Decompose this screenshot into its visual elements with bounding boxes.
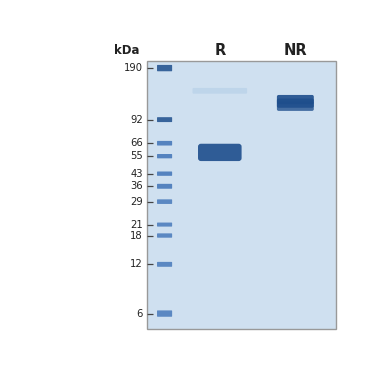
FancyBboxPatch shape	[157, 262, 172, 267]
Text: NR: NR	[284, 43, 307, 58]
Text: R: R	[214, 43, 225, 58]
Text: 190: 190	[124, 63, 143, 73]
Text: 21: 21	[130, 220, 143, 230]
Text: kDa: kDa	[114, 44, 140, 57]
Text: 12: 12	[130, 260, 143, 269]
Text: 55: 55	[130, 151, 143, 161]
FancyBboxPatch shape	[157, 117, 172, 122]
Text: 6: 6	[136, 309, 143, 319]
Text: 18: 18	[130, 231, 143, 240]
FancyBboxPatch shape	[198, 144, 242, 161]
FancyBboxPatch shape	[157, 171, 172, 176]
Text: 66: 66	[130, 138, 143, 148]
FancyBboxPatch shape	[157, 154, 172, 158]
FancyBboxPatch shape	[157, 222, 172, 226]
FancyBboxPatch shape	[157, 184, 172, 189]
FancyBboxPatch shape	[277, 102, 314, 111]
FancyBboxPatch shape	[157, 310, 172, 317]
FancyBboxPatch shape	[157, 233, 172, 238]
FancyBboxPatch shape	[157, 65, 172, 71]
FancyBboxPatch shape	[157, 141, 172, 146]
FancyBboxPatch shape	[147, 61, 336, 329]
FancyBboxPatch shape	[277, 99, 314, 108]
Text: 92: 92	[130, 115, 143, 125]
Text: 43: 43	[130, 169, 143, 178]
FancyBboxPatch shape	[277, 95, 314, 104]
FancyBboxPatch shape	[157, 200, 172, 204]
FancyBboxPatch shape	[192, 88, 247, 94]
Text: 29: 29	[130, 196, 143, 207]
Text: 36: 36	[130, 181, 143, 191]
